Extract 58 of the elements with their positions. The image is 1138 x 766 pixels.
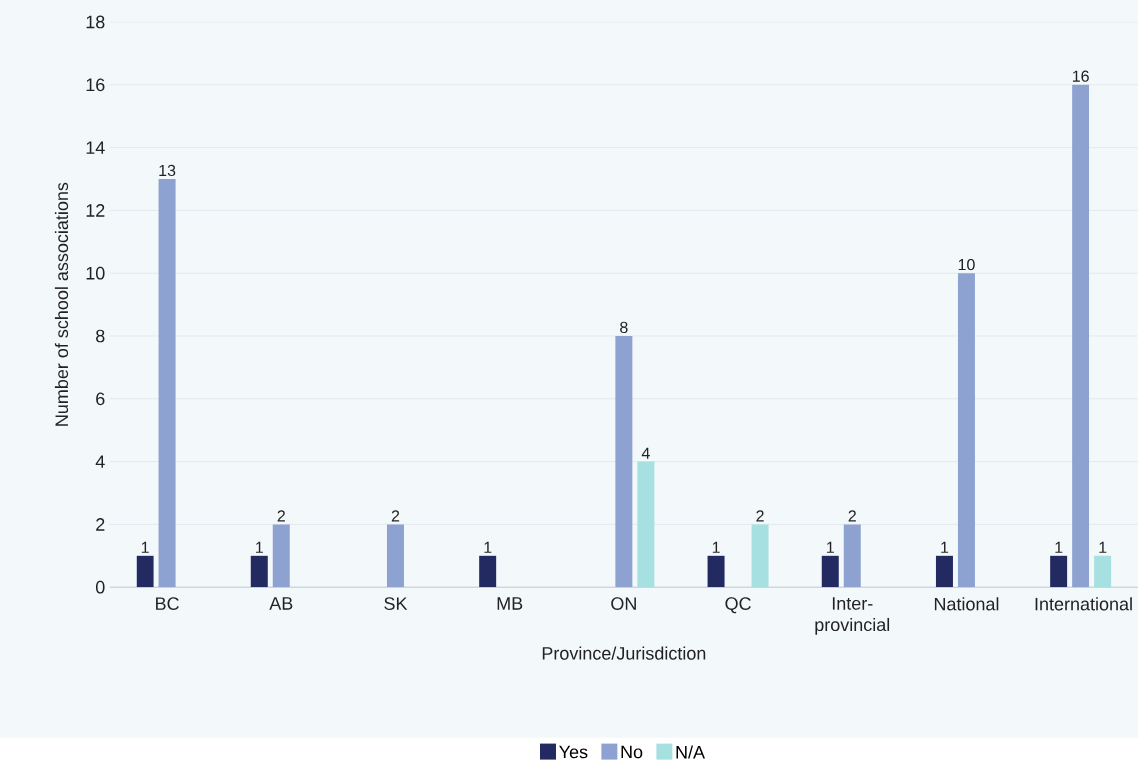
legend-label: Yes [559,745,588,759]
data-label: 4 [641,447,650,459]
bar [637,461,655,588]
bar [479,555,497,588]
data-label: 1 [484,541,492,553]
x-tick-label: International [1035,597,1132,611]
legend-label: N/A [676,745,706,759]
bar [751,524,769,588]
y-tick-label: 12 [86,204,105,217]
legend-label: No [621,745,643,759]
x-tick-label: BC [156,597,179,611]
y-tick-label: 16 [86,78,105,92]
bar [935,555,953,588]
data-label: 2 [391,510,400,522]
y-axis-title: Number of school associations [54,182,69,426]
data-label: 1 [141,541,149,553]
y-tick-label: 18 [86,15,105,29]
data-label: 2 [756,510,764,522]
bar [250,555,268,588]
bar [272,524,290,588]
data-label: 2 [277,510,285,522]
bar [821,555,839,588]
y-tick-label: 8 [96,329,105,343]
y-tick-label: 6 [96,392,105,406]
data-label: 16 [1072,70,1089,82]
data-label: 1 [256,541,263,553]
y-tick-label: 14 [86,141,105,154]
bar [957,273,975,588]
bar [1050,555,1068,588]
y-tick-label: 10 [86,266,105,280]
bar [158,179,176,588]
x-tick-label: MB [497,597,523,610]
data-label: 1 [1099,541,1107,553]
bar [707,555,725,588]
bar [386,524,404,588]
x-tick-label: SK [384,597,408,611]
bar [1072,84,1090,588]
data-label: 1 [712,541,720,553]
bar [136,555,154,588]
data-label: 1 [941,541,949,553]
bar [615,336,633,588]
y-tick-label: 2 [96,518,105,531]
x-axis-title: Province/Jurisdiction [542,646,706,660]
bar [1094,555,1112,588]
y-tick-label: 4 [95,455,105,468]
data-label: 1 [1055,541,1063,553]
y-tick-label: 0 [95,580,105,594]
data-label: 10 [958,259,975,271]
bar [843,524,861,588]
data-label: 1 [827,541,834,553]
x-tick-label: QC [725,597,751,614]
x-tick-label: Inter-provincial [815,597,890,635]
x-tick-label: ON [611,597,636,611]
data-label: 8 [620,321,628,334]
x-tick-label: National [934,597,999,611]
data-label: 13 [159,164,176,177]
x-tick-label: AB [269,597,293,610]
data-label: 2 [848,510,856,522]
